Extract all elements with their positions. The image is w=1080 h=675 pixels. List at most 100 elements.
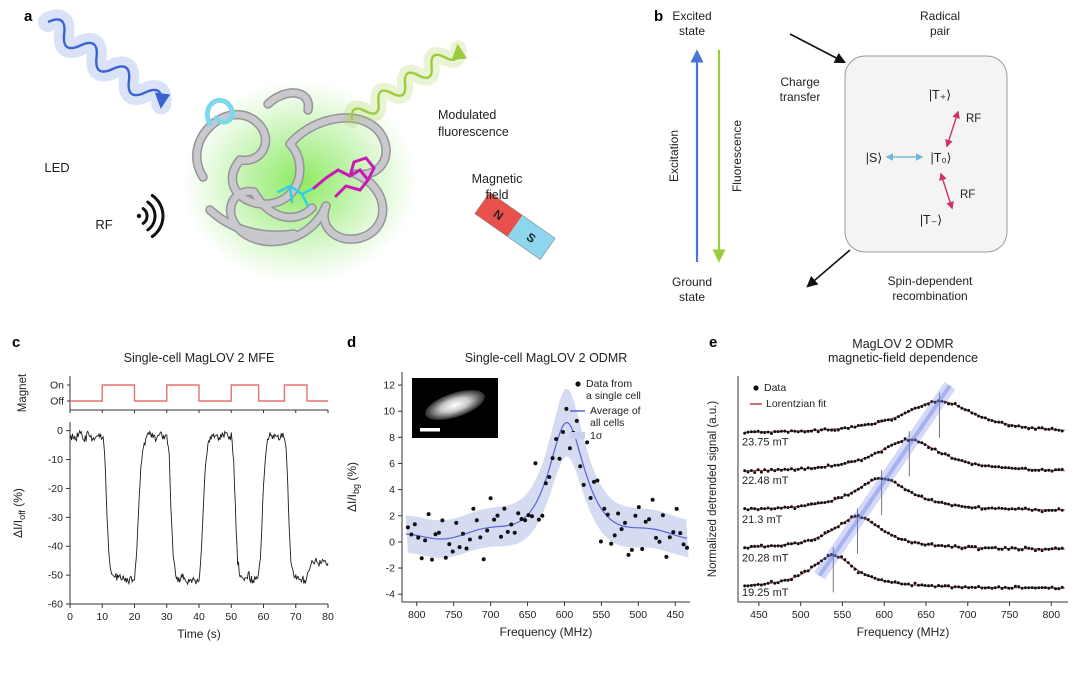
svg-text:750: 750 <box>1001 609 1019 621</box>
magnet-icon: N S <box>474 191 556 261</box>
magnetic-field-label-line2: field <box>486 188 509 202</box>
panel-d-chart-odmr: Single-cell MagLOV 2 ODMR -4 -2 0 2 4 6 8 10 12 80… <box>345 351 690 639</box>
excitation-axis-label: Excitation <box>667 130 681 182</box>
sigma-band <box>405 388 689 558</box>
rf-transition-upper-arrow <box>945 110 960 148</box>
excited-state-label-line2: state <box>679 24 705 38</box>
ribbon-body <box>193 89 390 245</box>
panel-label-a: a <box>24 8 33 25</box>
rf-transition-lower-arrow <box>939 172 954 210</box>
svg-text:20: 20 <box>129 611 141 623</box>
average-line <box>405 421 688 540</box>
svg-text:800: 800 <box>1043 609 1061 621</box>
ground-state-label-line1: Ground <box>672 275 712 289</box>
magnet-south-half <box>507 215 556 260</box>
magnetic-field-label-line1: Magnetic <box>472 172 523 186</box>
chart-title-d: Single-cell MagLOV 2 ODMR <box>465 351 628 365</box>
panel-label-c: c <box>12 334 21 351</box>
excited-state-label-line1: Excited <box>672 9 711 23</box>
odmr-data-dots <box>743 476 1064 514</box>
svg-text:10: 10 <box>383 406 395 418</box>
svg-text:50: 50 <box>225 611 237 623</box>
radical-pair-box <box>844 55 1008 253</box>
svg-text:60: 60 <box>258 611 270 623</box>
svg-text:-40: -40 <box>48 541 63 553</box>
y-axis-label-e: Normalized detrended signal (a.u.) <box>707 401 719 578</box>
led-beam <box>38 9 172 115</box>
panel-label-d: d <box>347 334 357 351</box>
y-axis-label-d: ΔI/Ibg (%) <box>345 462 361 512</box>
x-axis-label-d: Frequency (MHz) <box>500 625 593 639</box>
svg-text:6: 6 <box>389 458 395 470</box>
magnet-on-tick: On <box>50 380 64 392</box>
single-cell-scatter <box>405 406 689 562</box>
rf-waves-icon <box>136 194 165 238</box>
panel-a-schematic: LED Modulated fluorescence RF N S Magnet… <box>38 9 556 284</box>
field-trend-core <box>817 384 952 577</box>
odmr-axes <box>401 372 690 603</box>
legend-data-line2: a single cell <box>586 390 641 402</box>
svg-text:0: 0 <box>389 536 395 548</box>
magnet-off-tick: Off <box>50 396 64 408</box>
chart-title-c: Single-cell MagLOV 2 MFE <box>124 351 275 365</box>
svg-text:4: 4 <box>389 484 395 496</box>
svg-text:450: 450 <box>666 609 684 621</box>
legend-e: Data Lorentzian fit <box>750 382 826 410</box>
rf-source-dot <box>136 213 142 219</box>
fluorescence-label-line1: Modulated <box>438 108 496 122</box>
odmr-data-dots <box>743 553 1064 591</box>
field-value-label: 20.28 mT <box>742 552 789 564</box>
chart-title-e-line2: magnetic-field dependence <box>828 351 978 365</box>
mfe-signal-trace <box>69 429 329 586</box>
odmr-data-dots <box>743 437 1064 474</box>
svg-text:500: 500 <box>630 609 648 621</box>
y-axis-label-c: ΔI/Ioff (%) <box>11 488 27 538</box>
panel-label-b: b <box>654 8 664 25</box>
ligand-cyan-sticks <box>276 184 316 208</box>
state-t-zero: |T₀⟩ <box>931 151 952 165</box>
svg-text:650: 650 <box>917 609 935 621</box>
x-axis-label-c: Time (s) <box>177 627 221 641</box>
field-value-label: 21.3 mT <box>742 514 783 526</box>
cell-blob <box>425 390 485 420</box>
legend-average-line1: Average of <box>590 405 641 417</box>
panel-c-chart-mfe: Single-cell MagLOV 2 MFE On Off Magnet 0 -10 -… <box>11 351 334 641</box>
lorentzian-fit <box>743 477 1065 511</box>
fluorescence-label-line2: fluorescence <box>438 125 509 139</box>
svg-text:0: 0 <box>67 611 73 623</box>
svg-text:2: 2 <box>389 510 395 522</box>
svg-text:12: 12 <box>383 380 395 392</box>
svg-text:-4: -4 <box>386 589 395 601</box>
cell-image-inset <box>412 378 498 438</box>
fluorescence-beam <box>343 40 467 128</box>
svg-text:30: 30 <box>161 611 173 623</box>
svg-text:-60: -60 <box>48 599 63 611</box>
radical-pair-title-line2: pair <box>930 24 950 38</box>
state-t-minus: |T₋⟩ <box>920 213 942 227</box>
svg-text:-2: -2 <box>386 563 395 575</box>
ligand-magenta-sticks <box>312 156 376 198</box>
rf-label: RF <box>95 217 112 232</box>
field-trend-band <box>814 381 956 580</box>
svg-text:550: 550 <box>593 609 611 621</box>
fluorescence-wave-arrow <box>350 43 467 121</box>
field-value-label: 22.48 mT <box>742 475 789 487</box>
magnet-north-half <box>474 192 523 237</box>
svg-text:700: 700 <box>959 609 977 621</box>
svg-text:80: 80 <box>322 611 334 623</box>
led-label: LED <box>44 160 69 175</box>
svg-text:-30: -30 <box>48 512 63 524</box>
ground-state-label-line2: state <box>679 290 705 304</box>
led-wave-arrow <box>47 18 171 109</box>
chart-title-e-line1: MagLOV 2 ODMR <box>852 337 953 351</box>
spin-recombination-arrow <box>806 249 851 288</box>
field-value-label: 23.75 mT <box>742 437 789 449</box>
legend-sigma: 1σ <box>590 430 603 442</box>
x-axis-label-e: Frequency (MHz) <box>857 625 950 639</box>
led-beam-band <box>38 9 172 115</box>
svg-text:-10: -10 <box>48 454 63 466</box>
charge-transfer-arrow <box>789 33 846 64</box>
